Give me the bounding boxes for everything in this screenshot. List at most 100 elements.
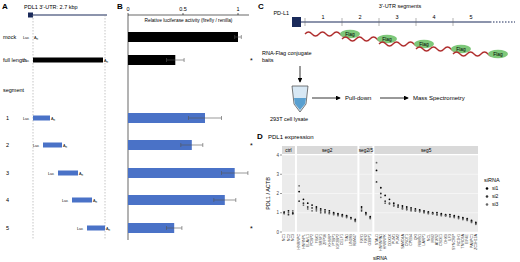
label: 1 bbox=[276, 210, 279, 215]
point bbox=[298, 185, 300, 187]
error-cap bbox=[180, 143, 181, 147]
point bbox=[475, 222, 477, 224]
utr-line bbox=[490, 22, 515, 23]
point bbox=[397, 206, 399, 208]
point bbox=[406, 209, 408, 211]
point bbox=[462, 218, 464, 220]
point bbox=[311, 204, 313, 206]
label: 4 bbox=[6, 197, 9, 203]
point bbox=[449, 214, 451, 216]
grid-line bbox=[359, 232, 372, 233]
point bbox=[303, 198, 305, 200]
point bbox=[453, 215, 455, 217]
point bbox=[307, 208, 309, 210]
baseline bbox=[128, 15, 129, 240]
grid-line bbox=[282, 193, 295, 194]
legend-marker bbox=[486, 195, 489, 198]
point bbox=[436, 214, 438, 216]
point bbox=[333, 213, 335, 215]
point bbox=[283, 211, 285, 213]
seg-tick bbox=[305, 18, 306, 26]
point bbox=[410, 210, 412, 212]
strip bbox=[297, 146, 357, 154]
point bbox=[346, 215, 348, 217]
label: 1 bbox=[236, 6, 239, 12]
label: Mass Spectrometry bbox=[413, 95, 465, 101]
grid-line bbox=[297, 232, 357, 233]
arrow bbox=[312, 98, 340, 99]
point bbox=[402, 208, 404, 210]
point bbox=[449, 216, 451, 218]
grid-line bbox=[374, 155, 478, 156]
point bbox=[288, 210, 290, 212]
grid-line bbox=[359, 193, 372, 194]
point bbox=[346, 217, 348, 219]
point bbox=[369, 217, 371, 219]
label: Luc bbox=[23, 117, 29, 121]
point bbox=[445, 214, 447, 216]
label: * bbox=[250, 142, 253, 149]
seg-tick bbox=[453, 18, 454, 26]
point bbox=[376, 162, 378, 164]
label: PDL1 expression bbox=[268, 134, 314, 140]
point bbox=[311, 207, 313, 209]
point bbox=[389, 202, 391, 204]
label: n bbox=[96, 200, 98, 204]
point bbox=[432, 213, 434, 215]
label: Flag bbox=[493, 52, 503, 57]
error-cap bbox=[166, 226, 167, 230]
construct bbox=[33, 116, 50, 121]
label: PDL1 / ACTB bbox=[265, 177, 271, 210]
construct bbox=[33, 58, 103, 63]
point bbox=[445, 215, 447, 217]
point bbox=[307, 202, 309, 204]
error-cap bbox=[213, 198, 214, 202]
label: Pull-down bbox=[345, 95, 371, 101]
grid-line bbox=[297, 174, 357, 175]
point bbox=[466, 220, 468, 222]
point bbox=[292, 213, 294, 215]
label: RBM47 bbox=[353, 234, 357, 246]
tick bbox=[128, 13, 129, 15]
point bbox=[315, 208, 317, 210]
point bbox=[402, 207, 404, 209]
point bbox=[423, 212, 425, 214]
grid-line bbox=[282, 232, 295, 233]
point bbox=[328, 213, 330, 215]
point bbox=[414, 210, 416, 212]
grid-line bbox=[374, 193, 478, 194]
point bbox=[361, 208, 363, 210]
point bbox=[298, 200, 300, 202]
point bbox=[471, 220, 473, 222]
error-bar bbox=[222, 173, 248, 174]
point bbox=[419, 210, 421, 212]
label: ctrl bbox=[285, 148, 291, 153]
legend-marker bbox=[486, 203, 489, 206]
point bbox=[397, 206, 399, 208]
point bbox=[440, 213, 442, 215]
point bbox=[324, 211, 326, 213]
point bbox=[320, 210, 322, 212]
error-cap bbox=[221, 171, 222, 175]
error-cap bbox=[181, 226, 182, 230]
point bbox=[397, 204, 399, 206]
point bbox=[440, 214, 442, 216]
flag-tag bbox=[488, 50, 508, 58]
flag-tag bbox=[414, 40, 434, 48]
error-cap bbox=[221, 116, 222, 120]
point bbox=[432, 213, 434, 215]
point bbox=[337, 214, 339, 216]
label: Flag bbox=[419, 42, 429, 47]
label: 1 bbox=[321, 14, 324, 20]
error-bar bbox=[214, 200, 236, 201]
label: 2 bbox=[6, 142, 9, 148]
point bbox=[380, 196, 382, 198]
label: seg2/5 bbox=[359, 148, 374, 153]
error-cap bbox=[247, 171, 248, 175]
label: 3 bbox=[276, 172, 279, 177]
error-cap bbox=[166, 58, 167, 62]
label: si3 bbox=[492, 201, 499, 207]
flag-tag bbox=[377, 35, 397, 43]
error-cap bbox=[234, 35, 235, 39]
point bbox=[393, 204, 395, 206]
